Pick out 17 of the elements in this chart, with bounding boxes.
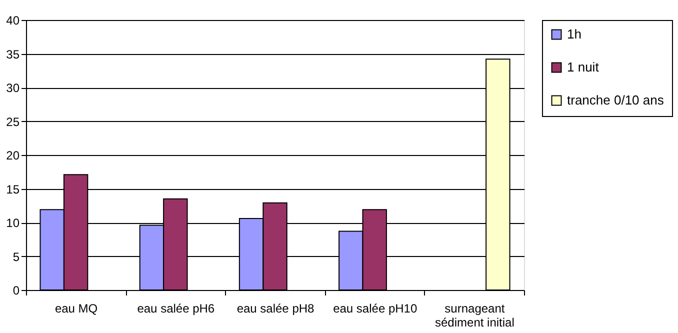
legend-label: 1h [567,26,582,42]
y-tick-label: 0 [12,284,20,298]
y-tick-label: 10 [6,216,20,230]
legend-label: tranche 0/10 ans [567,92,664,108]
y-tick-label: 35 [6,47,20,62]
legend-label: 1 nuit [567,60,600,74]
y-tick-label: 5 [12,250,20,264]
y-tick-label: 20 [6,148,20,162]
y-tick-label: 30 [6,81,20,95]
y-tick-label: 40 [6,14,20,28]
y-tick-label: 15 [6,182,20,196]
x-tick-label: surnageant sédiment initial [435,302,514,330]
x-tick-label: eau salée pH10 [333,302,418,316]
x-tick-label: eau salée pH6 [137,302,215,316]
x-tick-label: eau MQ [54,302,98,316]
y-tick-label: 25 [6,114,20,129]
x-tick-label: eau salée pH8 [236,302,315,316]
